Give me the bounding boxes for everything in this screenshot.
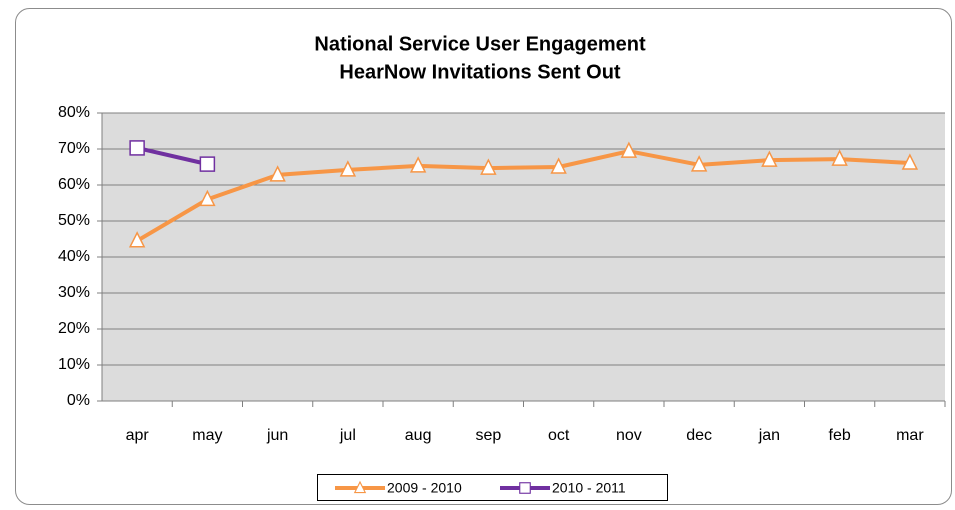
y-tick-label: 70% bbox=[58, 140, 90, 157]
x-tick-label: aug bbox=[405, 427, 432, 444]
x-tick-label: apr bbox=[126, 427, 150, 444]
x-tick-label: jan bbox=[758, 427, 780, 444]
x-tick-label: feb bbox=[829, 427, 851, 444]
data-point bbox=[128, 231, 146, 248]
data-point bbox=[761, 150, 778, 167]
y-tick-label: 0% bbox=[67, 392, 90, 409]
x-tick-label: may bbox=[192, 427, 222, 444]
data-point bbox=[409, 156, 427, 173]
data-point bbox=[199, 156, 216, 172]
chart-subtitle: HearNow Invitations Sent Out bbox=[339, 61, 620, 83]
data-point bbox=[831, 149, 848, 166]
data-point bbox=[129, 140, 145, 156]
data-point bbox=[480, 158, 497, 175]
x-tick-label: oct bbox=[548, 427, 570, 444]
series-line bbox=[136, 145, 208, 167]
data-point bbox=[620, 141, 638, 158]
x-tick-label: jul bbox=[339, 427, 356, 444]
series-line bbox=[136, 149, 910, 243]
data-point bbox=[901, 153, 919, 170]
y-tick-label: 30% bbox=[58, 284, 90, 301]
y-tick-label: 80% bbox=[58, 104, 90, 121]
x-tick-label: nov bbox=[616, 427, 642, 444]
y-tick-label: 60% bbox=[58, 176, 90, 193]
data-point bbox=[269, 165, 286, 182]
y-tick-label: 10% bbox=[58, 356, 90, 373]
legend-label: 2009 - 2010 bbox=[387, 480, 462, 496]
x-tick-label: dec bbox=[686, 427, 712, 444]
legend-marker bbox=[353, 480, 367, 494]
data-point bbox=[199, 189, 216, 207]
chart-title: National Service User Engagement bbox=[314, 33, 646, 55]
x-tick-label: jun bbox=[266, 427, 288, 444]
y-tick-label: 50% bbox=[58, 212, 90, 229]
y-tick-label: 40% bbox=[58, 248, 90, 265]
data-point bbox=[339, 160, 357, 177]
data-point bbox=[550, 157, 567, 174]
legend-label: 2010 - 2011 bbox=[552, 480, 626, 496]
x-tick-label: sep bbox=[475, 427, 501, 444]
y-tick-label: 20% bbox=[58, 320, 90, 337]
x-tick-label: mar bbox=[896, 427, 924, 444]
legend-marker bbox=[519, 482, 531, 494]
data-point bbox=[690, 155, 708, 172]
